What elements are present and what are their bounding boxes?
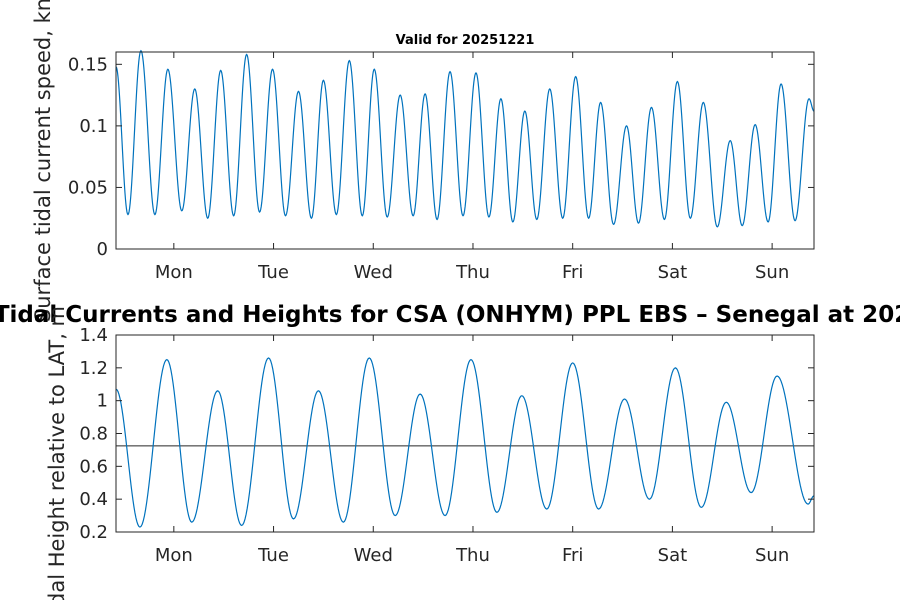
current-x-tick-label: Thu	[455, 262, 490, 283]
current-series-line	[115, 49, 815, 228]
height-y-tick-label: 0.6	[79, 456, 108, 477]
current-x-ticks: Mon Tue Wed Thu Fri Sat Sun	[155, 52, 789, 283]
height-y-tick-label: 0.4	[79, 489, 108, 510]
height-x-tick-label: Sat	[658, 545, 688, 566]
current-x-tick-label: Tue	[257, 262, 289, 283]
current-x-tick-label: Mon	[155, 262, 193, 283]
figure-main-title: Tidal Currents and Heights for CSA (ONHY…	[0, 302, 900, 328]
height-y-tick-label: 1.4	[79, 325, 108, 346]
current-plot-frame	[115, 51, 815, 250]
current-x-tick-label: Wed	[354, 262, 393, 283]
height-series-line	[115, 357, 815, 528]
current-y-tick-label: 0.05	[68, 177, 108, 198]
current-x-tick-label: Sun	[755, 262, 789, 283]
height-x-ticks: Mon Tue Wed Thu Fri Sat Sun	[155, 335, 789, 566]
height-y-ticks: 0.2 0.4 0.6 0.8 1 1.2 1.4	[79, 325, 814, 543]
current-x-tick-label: Sat	[658, 262, 688, 283]
current-plot-title: Valid for 20251221	[396, 33, 535, 48]
height-y-axis-label: Tidal Height relative to LAT, m	[45, 306, 69, 600]
height-y-tick-label: 0.2	[79, 522, 108, 543]
height-plot-area	[116, 335, 814, 532]
height-y-tick-label: 1.2	[79, 358, 108, 379]
tidal-height-plot: 0.2 0.4 0.6 0.8 1 1.2 1.4 Mon Tue Wed Thu Fri Sat Su…	[45, 306, 815, 600]
current-x-tick-label: Fri	[562, 262, 583, 283]
current-y-tick-label: 0.1	[79, 116, 108, 137]
height-x-tick-label: Tue	[257, 545, 289, 566]
current-y-axis-label: Surface tidal current speed, kn	[31, 0, 55, 322]
height-y-tick-label: 0.8	[79, 424, 108, 445]
height-x-tick-label: Wed	[354, 545, 393, 566]
height-x-tick-label: Sun	[755, 545, 789, 566]
current-y-tick-label: 0.15	[68, 54, 108, 75]
current-speed-series	[115, 49, 815, 228]
height-x-tick-label: Fri	[562, 545, 583, 566]
height-y-tick-label: 1	[97, 391, 108, 412]
current-speed-plot: Valid for 20251221 0 0.05 0.1 0.15 Mon Tue We…	[31, 0, 815, 322]
height-x-tick-label: Thu	[455, 545, 490, 566]
current-y-tick-label: 0	[97, 239, 108, 260]
tidal-height-series	[115, 357, 815, 528]
height-x-tick-label: Mon	[155, 545, 193, 566]
current-y-ticks: 0 0.05 0.1 0.15	[68, 54, 814, 260]
